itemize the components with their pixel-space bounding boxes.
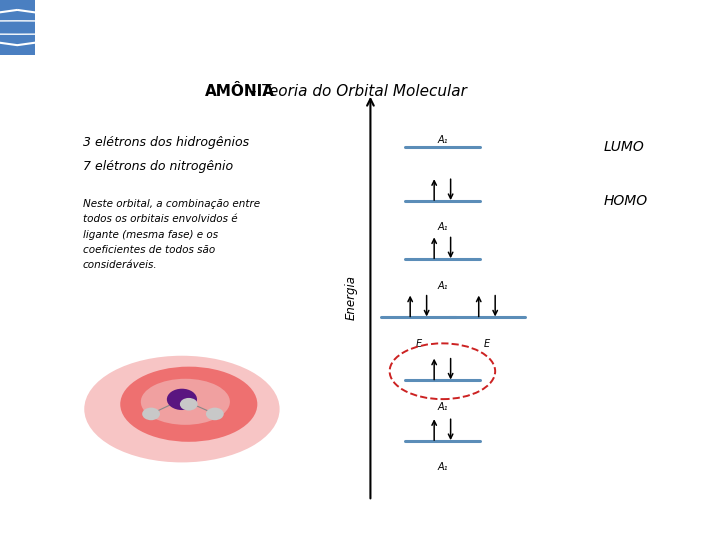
Text: – Teoria do Orbital Molecular: – Teoria do Orbital Molecular xyxy=(243,84,467,99)
Ellipse shape xyxy=(120,367,257,442)
Circle shape xyxy=(206,408,224,420)
Text: E: E xyxy=(415,339,421,349)
Text: A₁: A₁ xyxy=(437,281,448,291)
Text: A₁: A₁ xyxy=(437,462,448,472)
Text: A₁: A₁ xyxy=(437,222,448,232)
Text: AMÔNIA: AMÔNIA xyxy=(205,84,275,99)
Text: LUMO: LUMO xyxy=(603,140,644,154)
Text: QFL0341 — Estrutura e Propriedades de Compostos Orgânicos: QFL0341 — Estrutura e Propriedades de Co… xyxy=(14,184,21,393)
Bar xyxy=(0,0,35,55)
Circle shape xyxy=(142,408,160,420)
Text: E: E xyxy=(484,339,490,349)
Text: A₁: A₁ xyxy=(437,135,448,145)
Text: 3 elétrons dos hidrogênios: 3 elétrons dos hidrogênios xyxy=(83,136,248,149)
Text: Energia: Energia xyxy=(345,275,358,320)
Ellipse shape xyxy=(84,356,279,462)
Text: HOMO: HOMO xyxy=(603,193,647,207)
Text: 7 elétrons do nitrogênio: 7 elétrons do nitrogênio xyxy=(83,160,233,173)
Text: A₁: A₁ xyxy=(437,402,448,412)
Circle shape xyxy=(180,398,198,410)
Ellipse shape xyxy=(141,379,230,425)
Text: Comparação: Comparação xyxy=(281,16,439,39)
Text: Neste orbital, a combinação entre
todos os orbitais envolvidos é
ligante (mesma : Neste orbital, a combinação entre todos … xyxy=(83,199,260,270)
Circle shape xyxy=(167,389,197,410)
Text: 5: 5 xyxy=(14,518,21,528)
